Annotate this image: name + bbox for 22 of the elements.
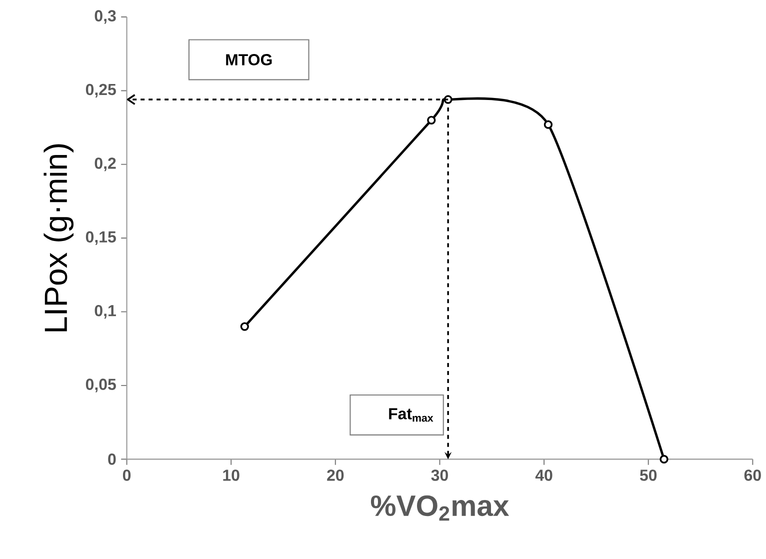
y-tick-label: 0 [108,454,116,465]
x-tick-label: 10 [223,470,240,481]
ref-line-label: MTOG [226,54,272,66]
x-tick-label: 0 [122,470,131,481]
y-tick-label: 0,2 [94,158,116,172]
x-tick-label: 50 [640,470,657,481]
point [544,120,553,129]
x-tick-label: 40 [535,470,552,481]
x-axis-title: %VO$_{2}$max [370,495,510,521]
x-tick-label: 60 [744,470,761,481]
y-tick-label: 0,25 [86,84,116,98]
y-tick-label: 0,05 [86,378,116,392]
point [240,322,249,331]
point [660,454,668,464]
y-tick-label: 0,3 [94,10,116,24]
x-tick-label: 30 [431,470,448,481]
x-tick-label: 20 [327,470,344,481]
y-tick-label: 0,15 [86,231,116,245]
y-tick-label: 0,1 [94,304,116,319]
ref-line-label: Fat$_{max}$ [389,408,434,422]
y-axis-title: LIPox (g·min) [44,144,74,332]
point [427,116,436,124]
